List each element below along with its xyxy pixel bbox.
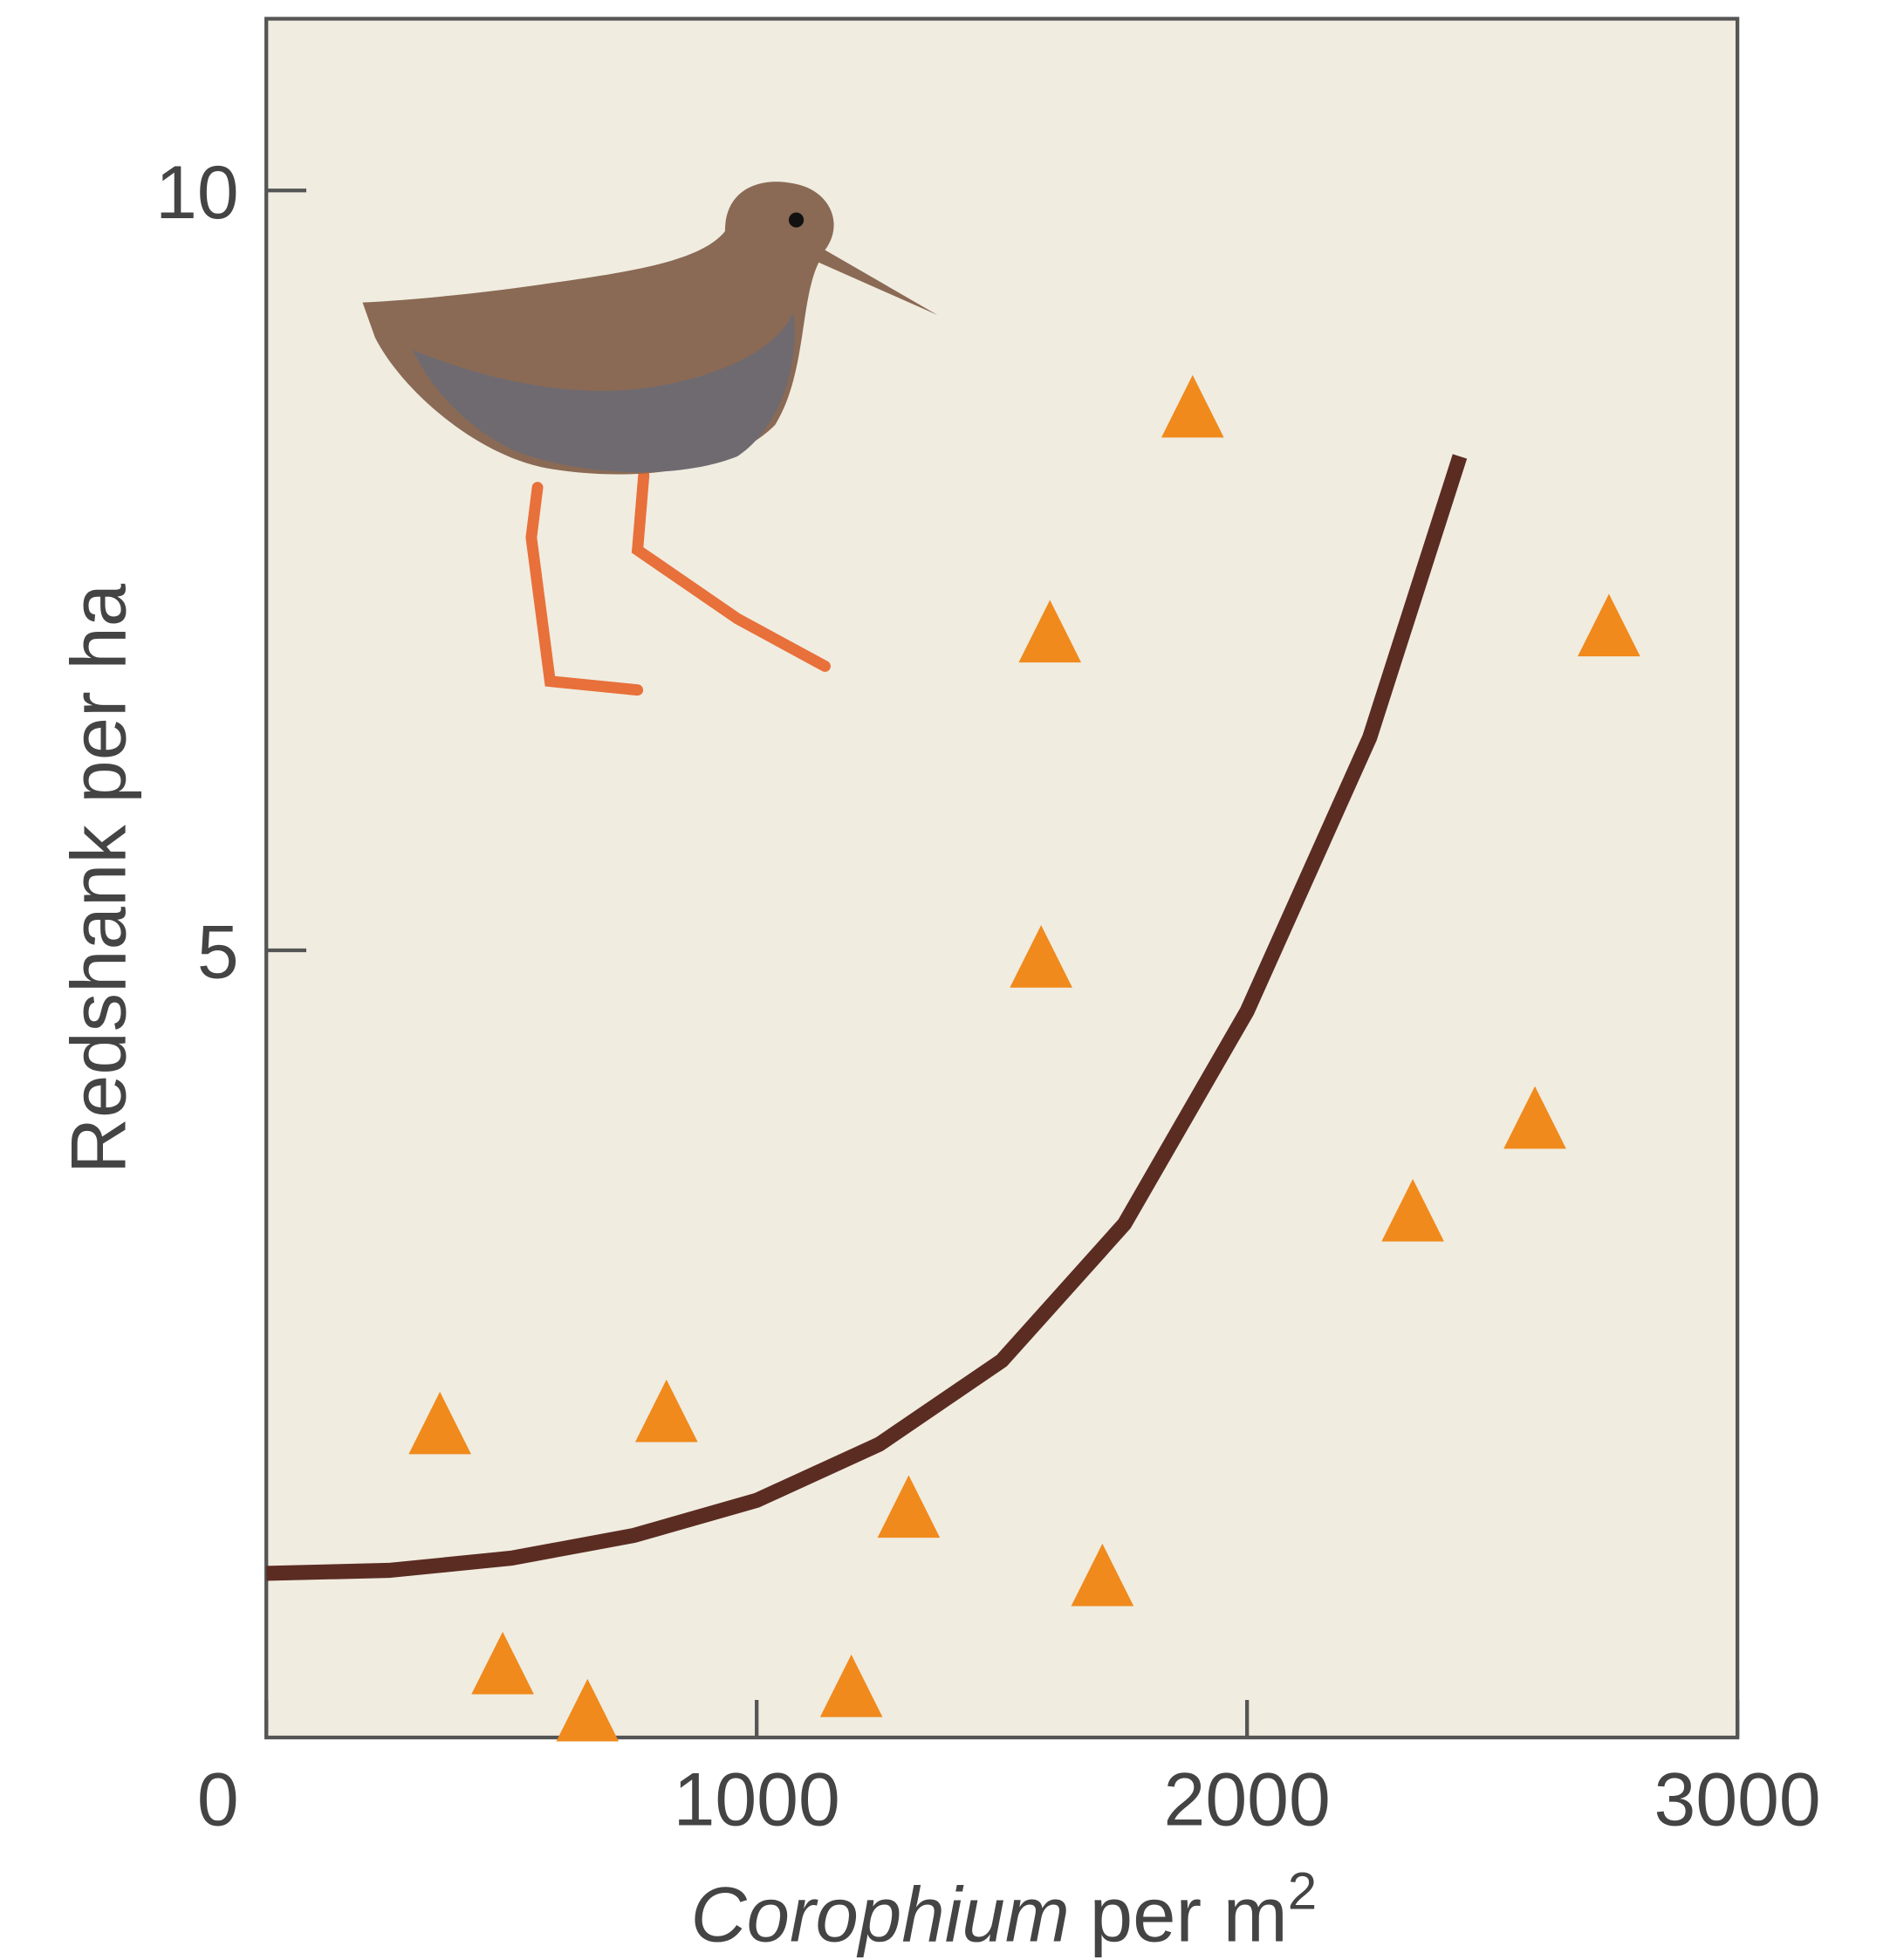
plot-area	[264, 17, 1740, 1740]
x-axis-label-text: per m	[1090, 1872, 1288, 1958]
triangle-point	[877, 1475, 941, 1539]
triangle-point	[1018, 600, 1082, 663]
triangle-point	[1381, 1178, 1444, 1242]
x-tick-label: 1000	[674, 1758, 840, 1841]
bird-illustration	[362, 182, 938, 696]
triangle-point	[819, 1655, 883, 1717]
triangle-point	[1071, 1543, 1134, 1607]
triangle-point	[471, 1631, 534, 1695]
fit-curve	[265, 454, 1468, 1581]
triangle-point	[1578, 593, 1640, 657]
x-axis-label: Corophium per m2	[690, 1861, 1317, 1957]
triangle-point	[1161, 374, 1224, 438]
y-tick-label: 5	[197, 910, 239, 994]
y-tick-label: 10	[155, 151, 239, 235]
x-axis-label-italic: Corophium	[690, 1872, 1069, 1958]
triangle-point	[634, 1379, 698, 1443]
triangle-point	[408, 1391, 471, 1455]
x-tick-label: 2000	[1164, 1758, 1331, 1841]
triangle-point	[1010, 925, 1072, 988]
x-tick-label: 0	[197, 1758, 239, 1841]
y-axis-label: Redshank per ha	[55, 583, 141, 1174]
triangle-point	[1503, 1086, 1566, 1149]
x-axis-label-sup: 2	[1288, 1861, 1317, 1920]
triangle-point	[556, 1678, 620, 1742]
x-tick-label: 3000	[1654, 1758, 1821, 1841]
